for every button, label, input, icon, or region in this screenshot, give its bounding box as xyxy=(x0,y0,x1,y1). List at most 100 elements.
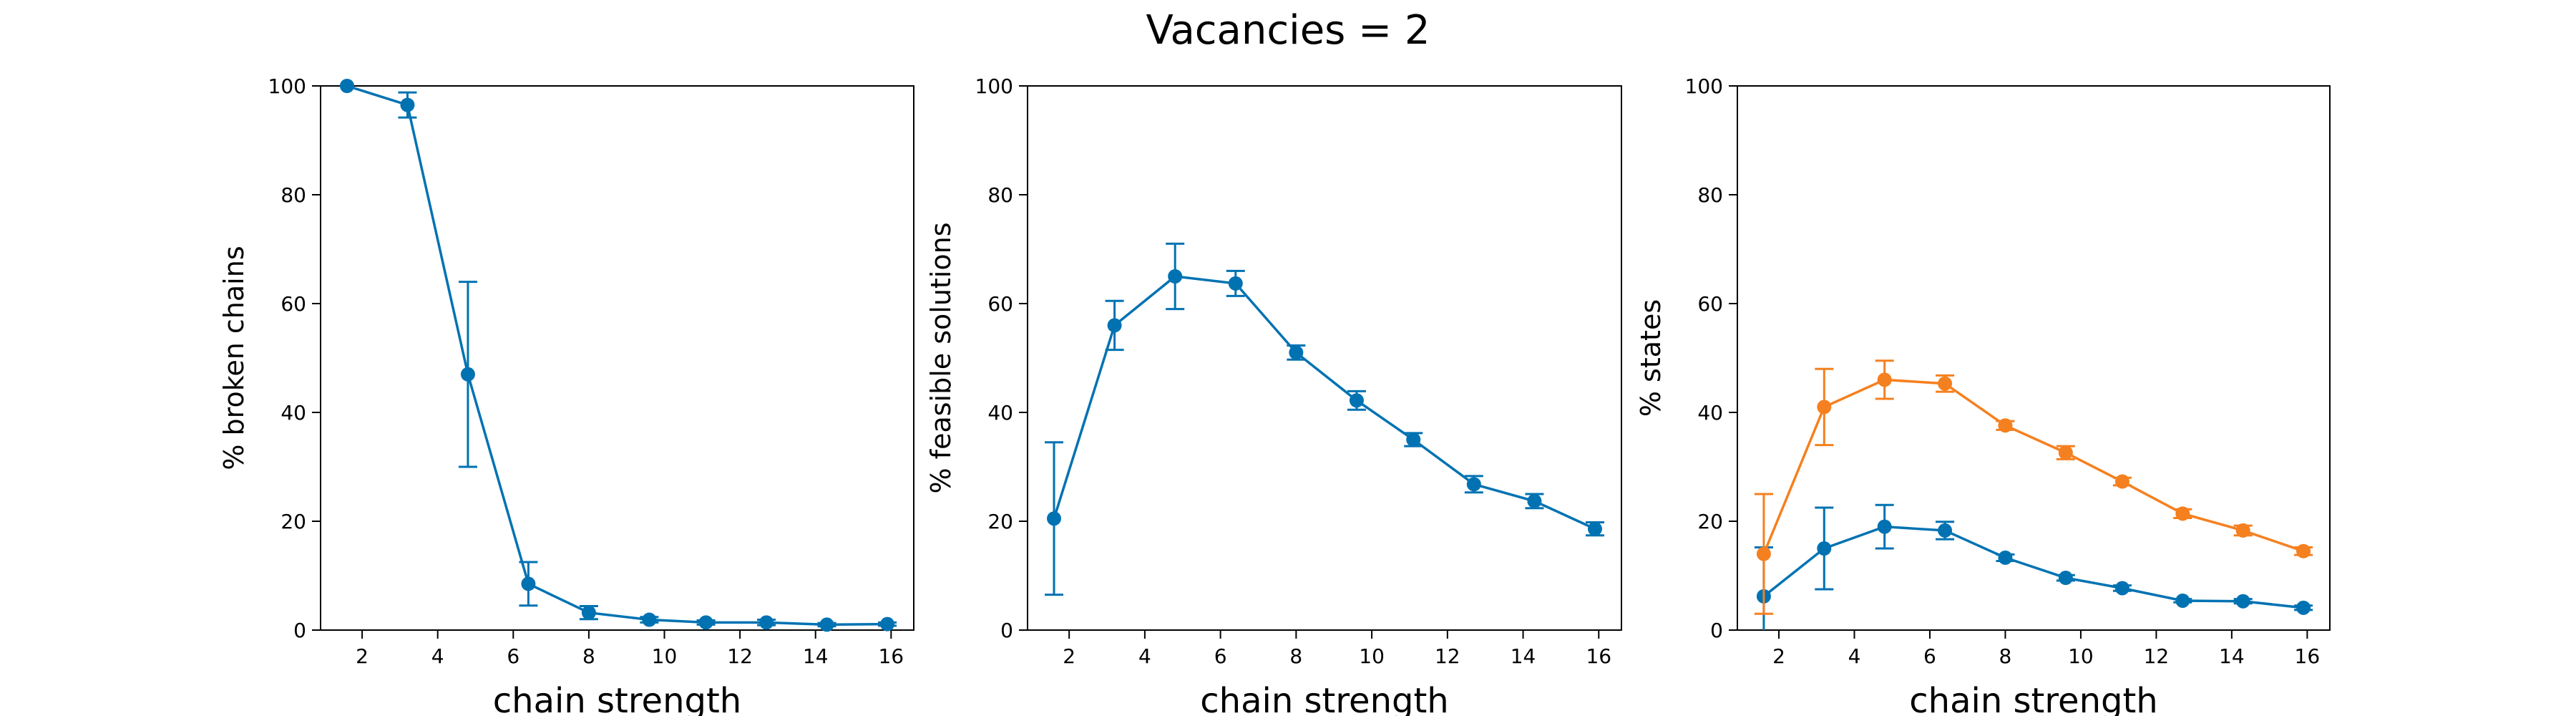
series-line xyxy=(1762,525,2304,609)
x-tick-label: 14 xyxy=(2219,644,2245,668)
data-point xyxy=(1168,269,1183,284)
series-1 xyxy=(1045,242,1604,596)
series-2 xyxy=(1754,359,2313,615)
y-axis-label: % broken chains xyxy=(218,246,250,470)
y-tick-label: 0 xyxy=(1000,619,1013,642)
x-axis-label: chain strength xyxy=(493,681,741,716)
data-point xyxy=(698,615,713,630)
x-tick-label: 8 xyxy=(582,644,595,668)
data-point xyxy=(2175,506,2190,521)
data-point xyxy=(339,79,354,93)
x-tick-label: 12 xyxy=(1435,644,1460,668)
x-tick-label: 16 xyxy=(878,644,904,668)
data-point xyxy=(2296,600,2311,615)
figure-title: Vacancies = 2 xyxy=(1146,7,1430,54)
data-point xyxy=(400,97,415,112)
data-point xyxy=(2296,543,2311,558)
x-tick-label: 4 xyxy=(431,644,444,668)
y-tick-label: 60 xyxy=(987,292,1013,316)
x-tick-label: 14 xyxy=(803,644,829,668)
data-point xyxy=(1756,546,1771,561)
series-line xyxy=(1762,378,2304,555)
data-point xyxy=(2235,523,2250,538)
x-tick-label: 8 xyxy=(1289,644,1302,668)
chart-panel-3: 0 20 40 60 80 100 2 4 6 8 10 12 14 16 chain strength % … xyxy=(1635,74,2331,716)
x-axis-label: chain strength xyxy=(1909,681,2157,716)
series-1 xyxy=(1754,503,2313,630)
data-point xyxy=(581,605,596,620)
data-point xyxy=(1817,400,1832,415)
x-tick-label: 12 xyxy=(727,644,753,668)
data-point xyxy=(1228,276,1243,291)
data-point xyxy=(1349,393,1364,408)
y-tick-label: 20 xyxy=(1697,510,1723,533)
data-point xyxy=(1877,372,1892,387)
data-point xyxy=(1817,541,1832,556)
y-tick-label: 80 xyxy=(280,183,306,207)
x-tick-label: 4 xyxy=(1848,644,1861,668)
y-tick-label: 20 xyxy=(280,510,306,533)
chart-panel-2: 0 20 40 60 80 100 2 4 6 8 10 12 14 16 chain strength % … xyxy=(925,74,1622,716)
data-point xyxy=(1938,376,1953,391)
y-tick-label: 40 xyxy=(280,401,306,425)
data-point xyxy=(1406,432,1421,447)
data-point xyxy=(2058,445,2073,460)
x-tick-label: 12 xyxy=(2144,644,2170,668)
y-tick-label: 60 xyxy=(280,292,306,316)
x-tick-label: 10 xyxy=(652,644,678,668)
data-point xyxy=(1527,493,1542,508)
y-tick-label: 40 xyxy=(987,401,1013,425)
data-point xyxy=(1877,519,1892,534)
y-axis-label: % feasible solutions xyxy=(925,223,957,494)
data-point xyxy=(1587,521,1602,536)
y-tick-label: 100 xyxy=(975,74,1013,98)
data-point xyxy=(1938,523,1953,538)
y-tick-label: 40 xyxy=(1697,401,1723,425)
y-tick-label: 0 xyxy=(1710,619,1723,642)
y-tick-label: 20 xyxy=(987,510,1013,533)
x-tick-label: 2 xyxy=(356,644,369,668)
data-point xyxy=(460,367,475,382)
x-tick-label: 6 xyxy=(1923,644,1936,668)
plot-frame xyxy=(320,85,914,631)
data-point xyxy=(2175,593,2190,608)
data-point xyxy=(1107,318,1122,333)
data-point xyxy=(642,612,657,627)
data-point xyxy=(819,617,834,632)
data-point xyxy=(1466,477,1481,492)
data-point xyxy=(2114,581,2129,596)
y-axis-label: % states xyxy=(1635,299,1667,417)
x-tick-label: 8 xyxy=(1999,644,2012,668)
data-point xyxy=(2114,474,2129,489)
data-point xyxy=(1998,418,2013,433)
plot-frame xyxy=(1027,85,1622,631)
y-tick-label: 80 xyxy=(987,183,1013,207)
x-tick-label: 6 xyxy=(507,644,519,668)
series-line xyxy=(346,84,888,626)
x-tick-label: 16 xyxy=(2295,644,2321,668)
y-tick-label: 0 xyxy=(293,619,306,642)
data-point xyxy=(2058,571,2073,586)
y-tick-label: 100 xyxy=(268,74,306,98)
data-point xyxy=(2235,594,2250,609)
x-tick-label: 10 xyxy=(2068,644,2094,668)
data-point xyxy=(1998,550,2013,565)
data-point xyxy=(880,616,895,632)
x-tick-label: 2 xyxy=(1772,644,1785,668)
x-tick-label: 2 xyxy=(1063,644,1075,668)
x-axis-label: chain strength xyxy=(1200,681,1448,716)
chart-panel-1: 0 20 40 60 80 100 2 4 6 8 10 12 14 16 chain strength % … xyxy=(218,74,914,716)
y-tick-label: 100 xyxy=(1685,74,1723,98)
series-line xyxy=(1053,275,1596,531)
x-tick-label: 16 xyxy=(1586,644,1611,668)
x-tick-label: 6 xyxy=(1214,644,1227,668)
data-point xyxy=(759,615,774,630)
x-tick-label: 4 xyxy=(1138,644,1151,668)
data-point xyxy=(1047,511,1062,526)
y-tick-label: 80 xyxy=(1697,183,1723,207)
x-tick-label: 10 xyxy=(1359,644,1385,668)
data-point xyxy=(521,576,536,591)
x-tick-label: 14 xyxy=(1511,644,1536,668)
